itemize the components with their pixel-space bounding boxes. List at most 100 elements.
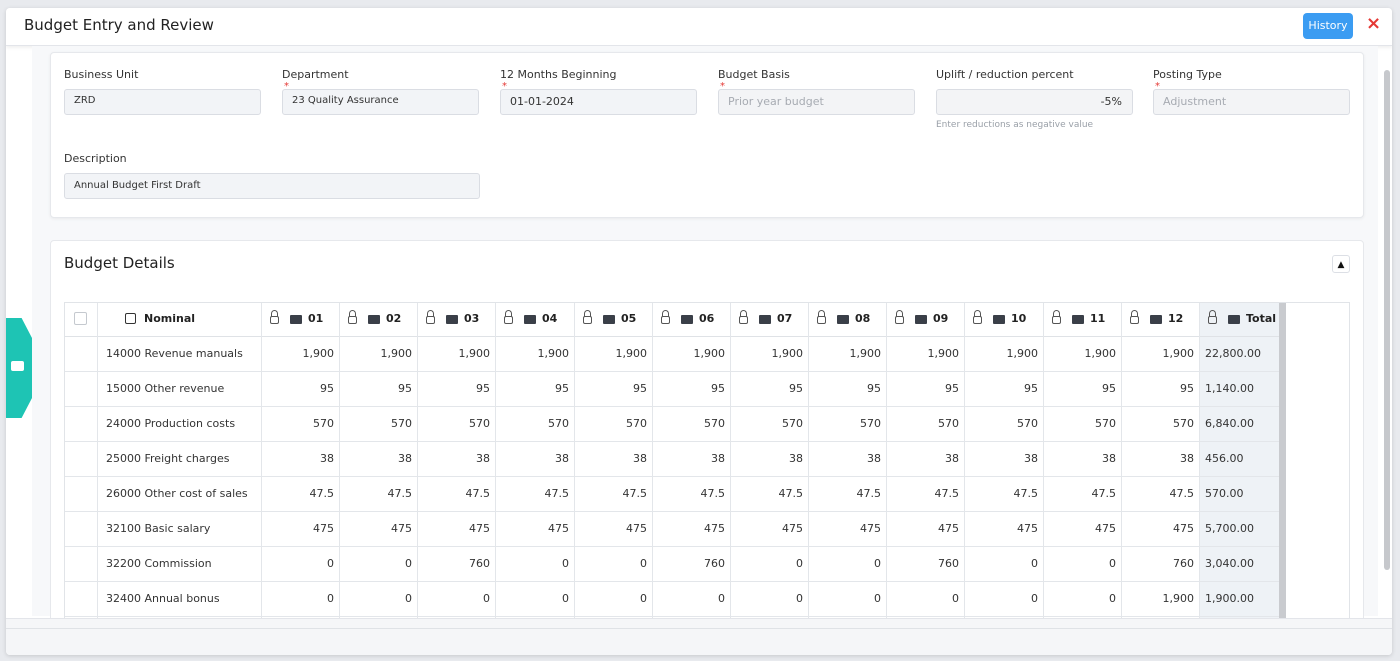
amount-cell[interactable]: 38 xyxy=(945,452,959,465)
amount-cell[interactable]: 570 xyxy=(1173,417,1194,430)
amount-cell[interactable]: 570 xyxy=(860,417,881,430)
amount-cell[interactable]: 95 xyxy=(1180,382,1194,395)
amount-cell[interactable]: 95 xyxy=(1024,382,1038,395)
amount-cell[interactable]: 475 xyxy=(938,522,959,535)
amount-cell[interactable]: 38 xyxy=(1102,452,1116,465)
amount-cell[interactable]: 475 xyxy=(704,522,725,535)
field-input[interactable]: Prior year budget xyxy=(718,89,915,115)
amount-cell[interactable]: 0 xyxy=(640,592,647,605)
column-header[interactable]: Nominal xyxy=(97,303,261,336)
column-header[interactable]: 10 xyxy=(964,303,1043,336)
field-input[interactable]: 01-01-2024 xyxy=(500,89,697,115)
amount-cell[interactable]: 38 xyxy=(476,452,490,465)
amount-cell[interactable]: 0 xyxy=(874,557,881,570)
amount-cell[interactable]: 47.5 xyxy=(1169,487,1195,500)
amount-cell[interactable]: 475 xyxy=(548,522,569,535)
amount-cell[interactable]: 38 xyxy=(789,452,803,465)
column-header[interactable]: 06 xyxy=(652,303,730,336)
amount-cell[interactable]: 95 xyxy=(945,382,959,395)
field-input[interactable]: 23 Quality Assurance xyxy=(282,89,479,115)
amount-cell[interactable]: 570 xyxy=(548,417,569,430)
amount-cell[interactable]: 0 xyxy=(874,592,881,605)
amount-cell[interactable]: 0 xyxy=(640,557,647,570)
amount-cell[interactable]: 570 xyxy=(626,417,647,430)
amount-cell[interactable]: 0 xyxy=(1109,592,1116,605)
amount-cell[interactable]: 0 xyxy=(952,592,959,605)
amount-cell[interactable]: 570 xyxy=(704,417,725,430)
amount-cell[interactable]: 38 xyxy=(711,452,725,465)
column-header[interactable]: 04 xyxy=(495,303,574,336)
amount-cell[interactable]: 475 xyxy=(1017,522,1038,535)
amount-cell[interactable]: 95 xyxy=(867,382,881,395)
amount-cell[interactable]: 47.5 xyxy=(544,487,570,500)
amount-cell[interactable]: 47.5 xyxy=(1013,487,1039,500)
field-input[interactable]: ZRD xyxy=(64,89,261,115)
amount-cell[interactable]: 570 xyxy=(938,417,959,430)
amount-cell[interactable]: 570 xyxy=(469,417,490,430)
amount-cell[interactable]: 475 xyxy=(469,522,490,535)
amount-cell[interactable]: 95 xyxy=(1102,382,1116,395)
amount-cell[interactable]: 95 xyxy=(398,382,412,395)
amount-cell[interactable]: 0 xyxy=(718,592,725,605)
amount-cell[interactable]: 38 xyxy=(867,452,881,465)
amount-cell[interactable]: 760 xyxy=(938,557,959,570)
amount-cell[interactable]: 47.5 xyxy=(1091,487,1117,500)
amount-cell[interactable]: 760 xyxy=(704,557,725,570)
amount-cell[interactable]: 475 xyxy=(626,522,647,535)
field-input[interactable]: -5% xyxy=(936,89,1133,115)
column-header[interactable]: 05 xyxy=(574,303,652,336)
column-header[interactable]: 07 xyxy=(730,303,808,336)
field-input[interactable]: Annual Budget First Draft xyxy=(64,173,480,199)
column-header[interactable]: 12 xyxy=(1121,303,1199,336)
column-header[interactable]: 08 xyxy=(808,303,886,336)
amount-cell[interactable]: 38 xyxy=(555,452,569,465)
amount-cell[interactable]: 1,900 xyxy=(1084,347,1117,360)
amount-cell[interactable]: 0 xyxy=(405,592,412,605)
close-button[interactable]: × xyxy=(1366,13,1382,34)
amount-cell[interactable]: 475 xyxy=(391,522,412,535)
amount-cell[interactable]: 0 xyxy=(1031,557,1038,570)
amount-cell[interactable]: 0 xyxy=(796,592,803,605)
column-header[interactable]: 01 xyxy=(261,303,339,336)
amount-cell[interactable]: 475 xyxy=(1095,522,1116,535)
amount-cell[interactable]: 1,900 xyxy=(1006,347,1039,360)
amount-cell[interactable]: 0 xyxy=(1031,592,1038,605)
amount-cell[interactable]: 47.5 xyxy=(856,487,882,500)
amount-cell[interactable]: 570 xyxy=(1017,417,1038,430)
amount-cell[interactable]: 475 xyxy=(860,522,881,535)
amount-cell[interactable]: 570 xyxy=(782,417,803,430)
amount-cell[interactable]: 38 xyxy=(633,452,647,465)
amount-cell[interactable]: 1,900 xyxy=(302,347,335,360)
amount-cell[interactable]: 1,900 xyxy=(1162,592,1195,605)
column-header[interactable]: 09 xyxy=(886,303,964,336)
column-header[interactable]: 03 xyxy=(417,303,495,336)
amount-cell[interactable]: 0 xyxy=(405,557,412,570)
amount-cell[interactable]: 95 xyxy=(320,382,334,395)
amount-cell[interactable]: 1,900 xyxy=(1162,347,1195,360)
amount-cell[interactable]: 1,900 xyxy=(537,347,570,360)
chat-tab[interactable] xyxy=(6,318,32,418)
amount-cell[interactable]: 0 xyxy=(483,592,490,605)
amount-cell[interactable]: 38 xyxy=(1024,452,1038,465)
amount-cell[interactable]: 1,900 xyxy=(458,347,491,360)
amount-cell[interactable]: 475 xyxy=(1173,522,1194,535)
amount-cell[interactable]: 47.5 xyxy=(622,487,648,500)
amount-cell[interactable]: 95 xyxy=(789,382,803,395)
amount-cell[interactable]: 38 xyxy=(1180,452,1194,465)
amount-cell[interactable]: 38 xyxy=(320,452,334,465)
amount-cell[interactable]: 47.5 xyxy=(700,487,726,500)
amount-cell[interactable]: 1,900 xyxy=(771,347,804,360)
amount-cell[interactable]: 570 xyxy=(391,417,412,430)
amount-cell[interactable]: 1,900 xyxy=(380,347,413,360)
amount-cell[interactable]: 0 xyxy=(562,557,569,570)
amount-cell[interactable]: 475 xyxy=(782,522,803,535)
amount-cell[interactable]: 760 xyxy=(1173,557,1194,570)
history-button[interactable]: History xyxy=(1303,13,1353,39)
amount-cell[interactable]: 47.5 xyxy=(465,487,491,500)
amount-cell[interactable]: 0 xyxy=(1109,557,1116,570)
amount-cell[interactable]: 0 xyxy=(562,592,569,605)
amount-cell[interactable]: 95 xyxy=(476,382,490,395)
amount-cell[interactable]: 0 xyxy=(327,592,334,605)
amount-cell[interactable]: 47.5 xyxy=(934,487,960,500)
amount-cell[interactable]: 95 xyxy=(711,382,725,395)
